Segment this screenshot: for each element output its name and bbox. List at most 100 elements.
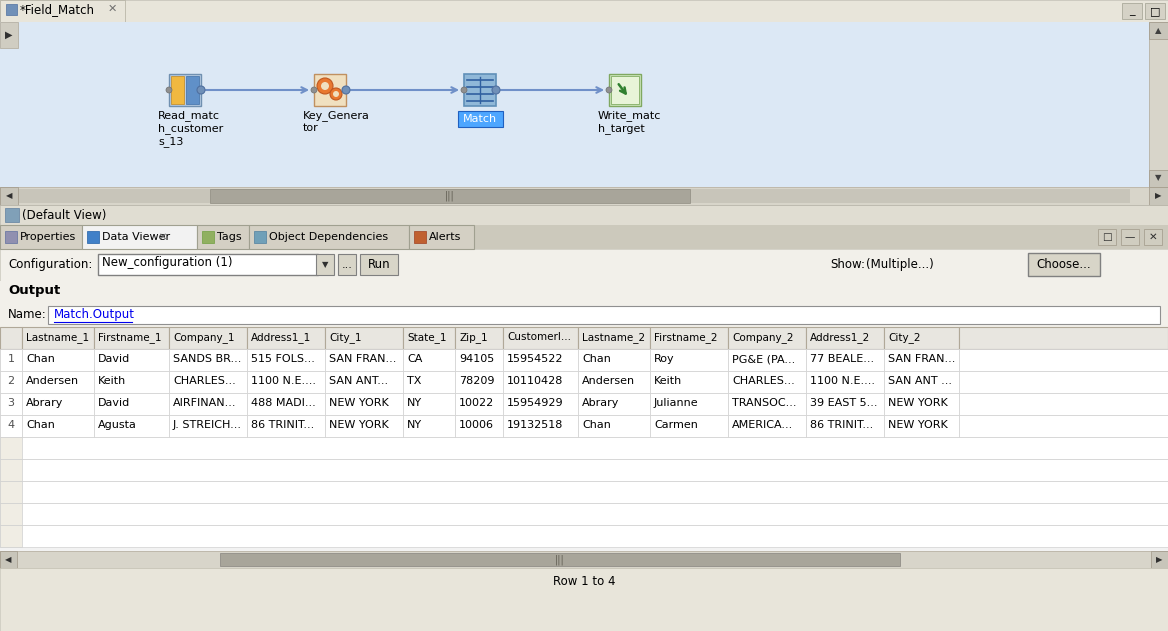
Bar	[456, 393, 503, 415]
Bar	[325, 349, 403, 371]
Text: ◀: ◀	[5, 555, 12, 565]
Bar	[220, 553, 901, 566]
Bar	[169, 371, 246, 393]
Bar	[413, 231, 426, 243]
Bar	[22, 327, 93, 349]
Text: PG&E (PA...: PG&E (PA...	[732, 354, 795, 364]
Bar	[0, 187, 1168, 205]
Circle shape	[317, 78, 333, 94]
Text: Chan: Chan	[26, 354, 55, 364]
Text: ✕: ✕	[107, 4, 117, 14]
Text: 488 MADI...: 488 MADI...	[251, 398, 315, 408]
Text: Roy: Roy	[654, 354, 675, 364]
Text: TRANSOC...: TRANSOC...	[732, 398, 797, 408]
Text: CHARLES...: CHARLES...	[732, 376, 794, 386]
Bar	[1150, 551, 1168, 568]
Text: TX: TX	[406, 376, 422, 386]
Text: 1100 N.E....: 1100 N.E....	[809, 376, 875, 386]
Text: Julianne: Julianne	[654, 398, 698, 408]
Text: (Multiple...): (Multiple...)	[865, 258, 933, 271]
Bar	[197, 225, 249, 249]
Bar	[186, 76, 199, 104]
Bar	[0, 303, 1168, 327]
Text: NEW YORK: NEW YORK	[888, 420, 947, 430]
Bar	[246, 415, 325, 437]
Bar	[728, 393, 806, 415]
Text: Tags: Tags	[217, 232, 242, 242]
Bar	[1149, 22, 1168, 187]
Circle shape	[197, 86, 206, 94]
Bar	[169, 393, 246, 415]
Bar	[0, 371, 1168, 393]
Text: Zip_1: Zip_1	[459, 332, 487, 343]
Text: City_2: City_2	[888, 332, 920, 343]
Bar	[171, 76, 185, 104]
Text: 1100 N.E....: 1100 N.E....	[251, 376, 317, 386]
Bar	[806, 371, 884, 393]
Bar	[503, 327, 578, 349]
Bar	[5, 208, 19, 222]
Bar	[884, 349, 959, 371]
Text: Abrary: Abrary	[582, 398, 619, 408]
Text: CA: CA	[406, 354, 423, 364]
Text: Output: Output	[8, 284, 61, 297]
Bar	[884, 415, 959, 437]
Bar	[503, 349, 578, 371]
Bar	[578, 371, 651, 393]
Bar	[1145, 3, 1164, 19]
Text: Keith: Keith	[98, 376, 126, 386]
Bar	[0, 437, 22, 459]
Bar	[403, 415, 456, 437]
Text: New_configuration (1): New_configuration (1)	[102, 256, 232, 269]
Text: 4: 4	[7, 420, 14, 430]
Bar	[82, 225, 197, 249]
Text: Chan: Chan	[582, 420, 611, 430]
Circle shape	[321, 82, 329, 90]
Bar	[806, 415, 884, 437]
Text: ▶: ▶	[1156, 555, 1162, 565]
Bar	[93, 393, 169, 415]
Bar	[338, 254, 356, 275]
Text: tor: tor	[303, 123, 319, 133]
Bar	[403, 371, 456, 393]
Bar	[169, 74, 201, 106]
Text: Data Viewer: Data Viewer	[102, 232, 171, 242]
Bar	[0, 503, 1168, 525]
Bar	[325, 371, 403, 393]
Bar	[0, 568, 1168, 631]
Bar	[86, 231, 99, 243]
Bar	[0, 551, 1168, 568]
Text: Show:: Show:	[830, 258, 865, 271]
Text: City_1: City_1	[329, 332, 362, 343]
Bar	[246, 349, 325, 371]
Bar	[360, 254, 398, 275]
Circle shape	[166, 87, 172, 93]
Bar	[0, 459, 1168, 481]
Bar	[806, 327, 884, 349]
Text: Address1_2: Address1_2	[809, 332, 870, 343]
Bar	[317, 254, 334, 275]
Text: 10022: 10022	[459, 398, 494, 408]
Bar	[728, 371, 806, 393]
Text: NY: NY	[406, 420, 422, 430]
Text: □: □	[1103, 232, 1112, 242]
Bar	[0, 0, 1168, 22]
Bar	[503, 371, 578, 393]
Bar	[651, 349, 728, 371]
Text: ▼: ▼	[321, 261, 328, 269]
Bar	[1149, 170, 1168, 187]
Text: h_customer: h_customer	[158, 123, 223, 134]
Bar	[0, 187, 18, 205]
Bar	[169, 349, 246, 371]
Bar	[728, 327, 806, 349]
Bar	[0, 503, 22, 525]
Text: 78209: 78209	[459, 376, 494, 386]
Bar	[169, 327, 246, 349]
Bar	[1098, 229, 1115, 245]
Bar	[0, 437, 1168, 459]
Bar	[1149, 187, 1168, 205]
Bar	[0, 393, 1168, 415]
Bar	[48, 306, 1160, 324]
Bar	[202, 231, 214, 243]
Text: ✕: ✕	[159, 232, 167, 242]
